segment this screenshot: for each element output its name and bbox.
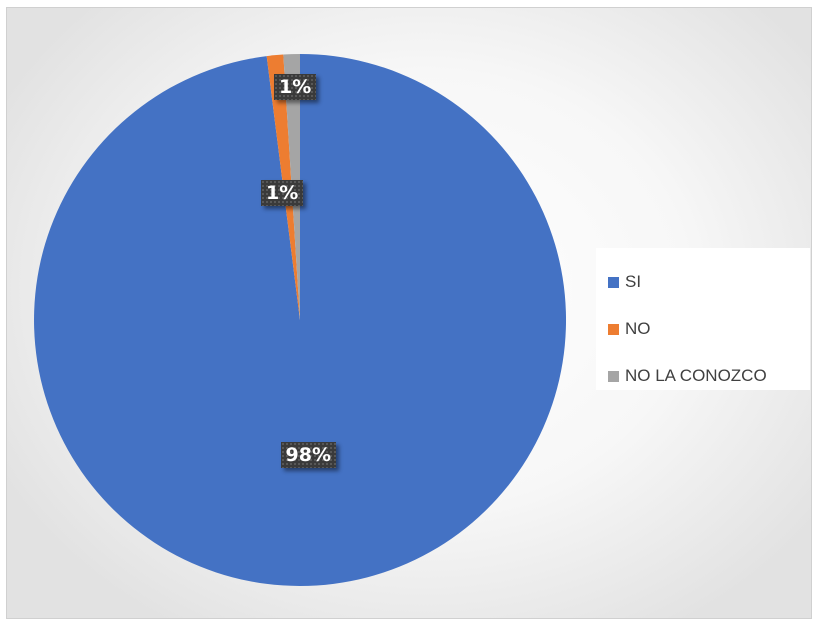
legend-label-no-la-conozco: NO LA CONOZCO (625, 366, 767, 385)
legend-item-no-la-conozco: NO LA CONOZCO (608, 358, 810, 394)
legend-swatch-no-la-conozco (608, 370, 619, 382)
data-label-no-la-conozco: 1% (274, 74, 317, 100)
legend-swatch-no (608, 323, 619, 335)
legend-label-si: SI (625, 272, 642, 291)
data-label-no: 1% (261, 180, 304, 206)
legend-item-no: NO (608, 311, 810, 347)
legend-item-si: SI (608, 264, 810, 300)
data-label-si: 98% (280, 442, 336, 468)
legend-label-no: NO (625, 319, 651, 338)
legend: SI NO NO LA CONOZCO (596, 248, 810, 390)
pie-slice-si (34, 54, 567, 586)
legend-swatch-si (608, 276, 619, 288)
